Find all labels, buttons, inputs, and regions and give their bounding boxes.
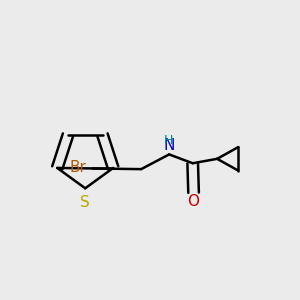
Text: O: O: [188, 194, 200, 209]
Text: H: H: [164, 134, 173, 147]
Text: S: S: [80, 195, 90, 210]
Text: N: N: [164, 138, 175, 153]
Text: Br: Br: [70, 160, 87, 175]
